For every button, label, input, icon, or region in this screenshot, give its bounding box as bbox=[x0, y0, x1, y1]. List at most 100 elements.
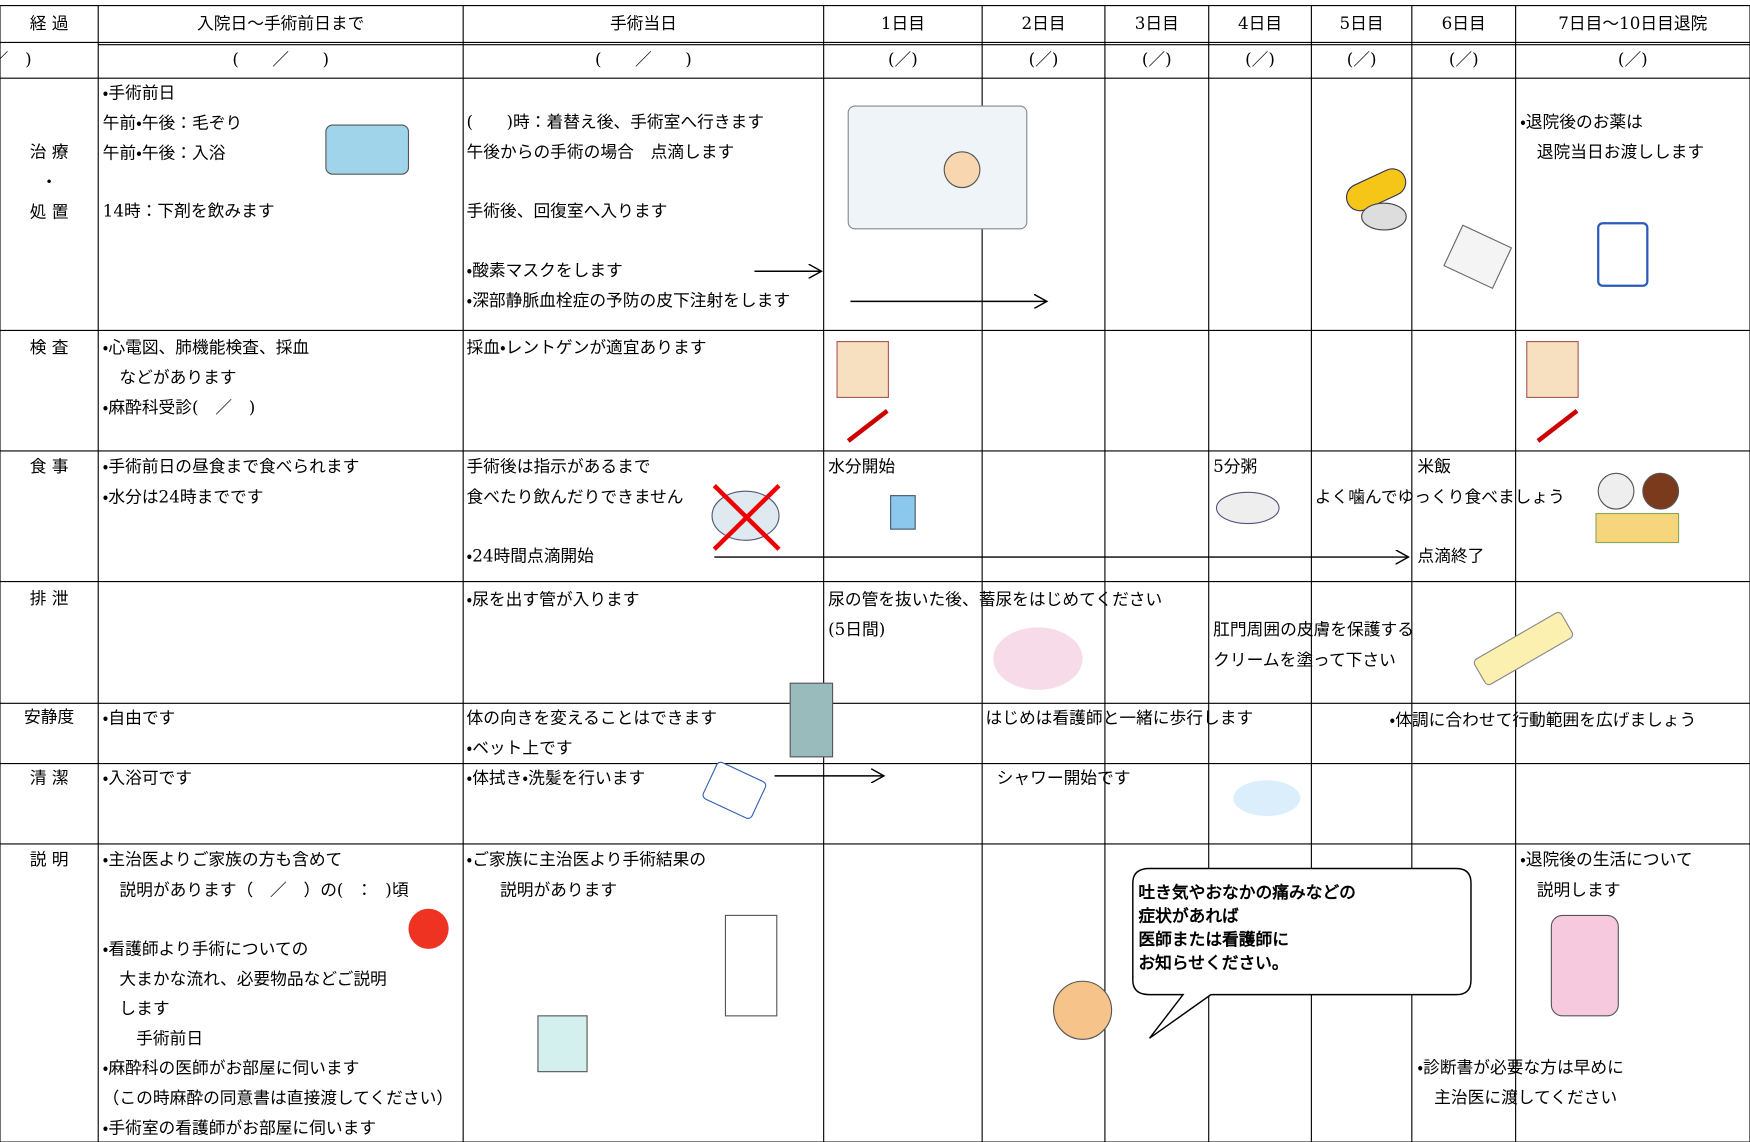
cell-text: 退院当日お渡しします bbox=[1520, 141, 1704, 161]
syringe-icon bbox=[1536, 409, 1579, 443]
date-field: (／) bbox=[1245, 49, 1275, 69]
cell-text: ・退院後の生活について bbox=[1520, 849, 1693, 869]
cell-text: はじめは看護師と一緒に歩行します bbox=[985, 707, 1253, 727]
row-label: 安静度 bbox=[24, 706, 74, 726]
date-field: (／) bbox=[888, 49, 918, 69]
cell-text: 説明があります（ ／ ）の( ： )頃 bbox=[103, 879, 409, 899]
bubble-text: 症状があれば bbox=[1138, 906, 1239, 926]
table-grid bbox=[0, 5, 1750, 1142]
bubble-text: 医師または看護師に bbox=[1138, 929, 1289, 949]
cell-text: ・手術前日の昼食まで食べられます bbox=[103, 456, 360, 476]
cell-text: ・麻酔科の医師がお部屋に伺います bbox=[103, 1058, 360, 1078]
cup-icon bbox=[890, 495, 916, 530]
bubble-text: 吐き気やおなかの痛みなどの bbox=[1138, 882, 1356, 902]
cell-text: (5日間) bbox=[828, 619, 885, 639]
cell-text: 午前・午後：入浴 bbox=[103, 143, 226, 163]
medicine-bag-icon bbox=[1597, 222, 1649, 287]
nurse-icon bbox=[1550, 914, 1619, 1017]
note-icon bbox=[537, 1015, 588, 1073]
date-field: (／) bbox=[1029, 49, 1059, 69]
fish-icon bbox=[1595, 512, 1680, 544]
column-header: 入院日～手術前日まで bbox=[197, 13, 364, 33]
tablet-icon bbox=[1361, 202, 1407, 231]
cell-text: ・体拭き・洗髪を行います bbox=[467, 768, 646, 788]
cell-text: ・手術前日 bbox=[103, 82, 176, 102]
row-label: ・ bbox=[41, 172, 58, 192]
column-header: 1日目 bbox=[881, 13, 925, 33]
date-field: ( ／ ) bbox=[595, 49, 692, 69]
doctor-icon bbox=[724, 914, 778, 1017]
rice-icon bbox=[1597, 472, 1635, 510]
cream-icon bbox=[1473, 611, 1574, 686]
cell-text: 5分粥 bbox=[1213, 456, 1257, 476]
cell-text: 手術後は指示があるまで bbox=[467, 456, 651, 476]
cell-text: ・主治医よりご家族の方も含めて bbox=[103, 849, 343, 869]
pill-icon bbox=[1345, 168, 1407, 212]
column-header: 4日目 bbox=[1238, 13, 1282, 33]
cell-text: 米飯 bbox=[1417, 456, 1451, 476]
cell-text: ・ご家族に主治医より手術結果の bbox=[467, 849, 707, 869]
cell-text: 大まかな流れ、必要物品などご説明 bbox=[103, 968, 387, 988]
row-label: 説 明 bbox=[30, 849, 69, 869]
cell-text: ( )時：着替え後、手術室へ行きます bbox=[467, 111, 765, 131]
row-label: 治 療 bbox=[30, 141, 69, 161]
cell-text: ・体調に合わせて行動範囲を広げましょう bbox=[1390, 710, 1697, 730]
cross-icon bbox=[712, 484, 781, 551]
cell-text: ・看護師より手術についての bbox=[103, 938, 309, 958]
cell-text: （この時麻酔の同意書は直接渡してください） bbox=[103, 1088, 453, 1108]
shower-icon bbox=[1233, 780, 1301, 817]
cell-text: などがあります bbox=[103, 367, 237, 387]
column-header: 7日目～10日目退院 bbox=[1558, 13, 1707, 33]
column-header: 3日目 bbox=[1135, 13, 1179, 33]
row-label: 排 泄 bbox=[30, 588, 69, 608]
towel-icon bbox=[702, 761, 767, 819]
row-label: 検 査 bbox=[30, 337, 69, 357]
date-field: ( ／ ) bbox=[0, 49, 32, 69]
date-field: ( ／ ) bbox=[232, 49, 329, 69]
cell-text: 14時：下剤を飲みます bbox=[103, 201, 275, 221]
cell-text: ・手術室の看護師がお部屋に伺います bbox=[103, 1117, 376, 1137]
cell-text: よく噛んでゆっくり食べましょう bbox=[1315, 486, 1565, 506]
xray-icon bbox=[836, 341, 889, 398]
cell-text: 手術後、回復室へ入ります bbox=[467, 201, 668, 221]
cell-text: ・診断書が必要な方は早めに bbox=[1417, 1057, 1623, 1077]
arrows bbox=[714, 271, 1408, 776]
cell-text: 体の向きを変えることはできます bbox=[467, 707, 717, 727]
cell-text: 肛門周囲の皮膚を保護する bbox=[1213, 619, 1414, 639]
date-field: (／) bbox=[1142, 49, 1172, 69]
cell-text: 手術前日 bbox=[103, 1028, 203, 1048]
nurse-patient-icon bbox=[789, 682, 834, 758]
cell-text: ・ベット上です bbox=[467, 738, 573, 758]
bath-icon bbox=[325, 124, 410, 175]
row-label: 食 事 bbox=[30, 456, 69, 476]
column-header: 手術当日 bbox=[610, 13, 677, 33]
texts: 経 過 入院日～手術前日まで 手術当日 1日目 2日目 3日目 4日目 5日目 6日目 7日目～1… bbox=[0, 13, 1708, 1137]
cell-text: ・退院後のお薬は bbox=[1520, 111, 1643, 131]
cell-text: 水分開始 bbox=[828, 456, 895, 476]
illustrations bbox=[325, 105, 1680, 1073]
xray-icon bbox=[1526, 341, 1579, 398]
speech-bubble bbox=[1132, 867, 1472, 1039]
cell-text: 点滴終了 bbox=[1417, 546, 1484, 566]
cell-text: 説明があります bbox=[467, 879, 618, 899]
cell-text: シャワー開始です bbox=[997, 768, 1131, 788]
date-field: (／) bbox=[1618, 49, 1648, 69]
date-field: (／) bbox=[1347, 49, 1377, 69]
cell-text: ・麻酔科受診( ／ ) bbox=[103, 397, 256, 417]
cell-text: 午後からの手術の場合 点滴します bbox=[467, 141, 735, 161]
cell-text: 食べたり飲んだりできません bbox=[467, 486, 684, 506]
soup-icon bbox=[1642, 472, 1680, 510]
syringe-icon bbox=[846, 409, 889, 443]
cell-text: 主治医に渡してください bbox=[1417, 1087, 1617, 1107]
date-field: (／) bbox=[1449, 49, 1479, 69]
cell-text: します bbox=[103, 998, 170, 1018]
cell-text: 尿の管を抜いた後、蓄尿をはじめてください bbox=[828, 589, 1162, 609]
cell-text: 午前・午後：毛ぞり bbox=[103, 112, 243, 132]
column-header: 経 過 bbox=[30, 13, 69, 33]
cell-text: ・尿を出す管が入ります bbox=[467, 589, 640, 609]
bubble-text: お知らせください。 bbox=[1138, 952, 1288, 972]
toilet-icon bbox=[993, 627, 1083, 690]
cell-text: ・水分は24時までです bbox=[103, 486, 264, 506]
